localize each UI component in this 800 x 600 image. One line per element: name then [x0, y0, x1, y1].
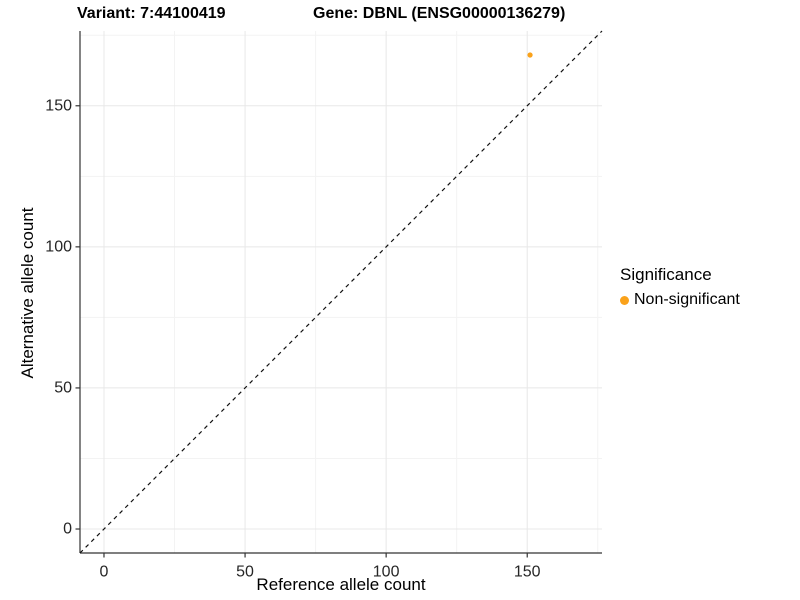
data-point — [527, 52, 533, 58]
identity-line — [79, 30, 603, 554]
y-axis-title: Alternative allele count — [18, 207, 37, 379]
plot-title-gene: Gene: DBNL (ENSG00000136279) — [313, 5, 566, 22]
legend-point-icon — [620, 295, 629, 305]
legend-title: Significance — [620, 265, 712, 284]
x-tick-label: 100 — [373, 563, 400, 580]
y-tick-label: 50 — [54, 379, 72, 396]
x-tick-label: 0 — [100, 563, 109, 580]
x-axis-title: Reference allele count — [256, 575, 426, 594]
legend-item: Non-significant — [620, 291, 740, 309]
legend: Significance Non-significant — [620, 265, 740, 309]
y-tick-label: 100 — [45, 238, 72, 255]
x-tick-label: 150 — [514, 563, 541, 580]
legend-item-label: Non-significant — [634, 291, 740, 308]
y-tick-label: 0 — [63, 521, 72, 538]
y-tick-label: 150 — [45, 97, 72, 114]
plot-title-variant: Variant: 7:44100419 — [77, 5, 226, 22]
x-tick-label: 50 — [236, 563, 254, 580]
